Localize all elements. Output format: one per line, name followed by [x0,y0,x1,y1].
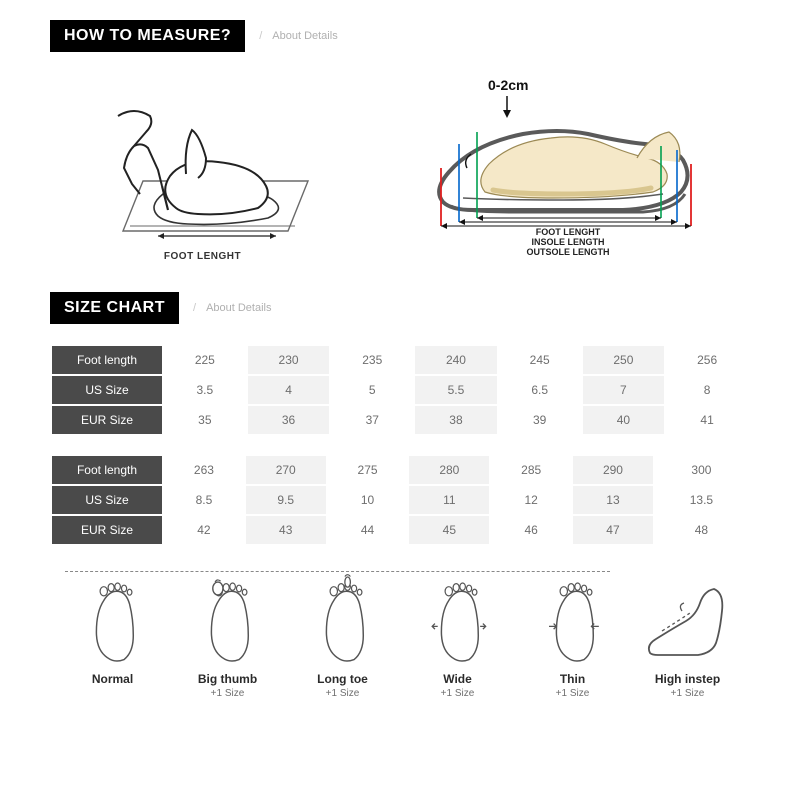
chart-sub-text: About Details [206,302,271,314]
foot-type-name: High instep [630,672,745,686]
slash-divider: / [259,30,262,42]
table-row: EUR Size35363738394041 [52,406,748,434]
size-cell: 256 [666,346,748,374]
size-cell: 35 [164,406,246,434]
size-cell: 13 [573,486,653,514]
size-cell: 48 [655,516,748,544]
foot-type-name: Long toe [285,672,400,686]
foot-type-item: Wide +1 Size [400,571,515,700]
size-cell: 12 [491,486,571,514]
row-header: Foot length [52,456,162,484]
chart-sub: / About Details [193,302,272,314]
size-cell: 39 [499,406,581,434]
size-cell: 8.5 [164,486,244,514]
slash-divider: / [193,302,196,314]
row-header: Foot length [52,346,162,374]
size-cell: 235 [331,346,413,374]
size-cell: 263 [164,456,244,484]
table-row: Foot length225230235240245250256 [52,346,748,374]
chart-title: SIZE CHART [50,292,179,324]
measure-sub-text: About Details [272,30,337,42]
size-cell: 7 [583,376,665,404]
size-cell: 5 [331,376,413,404]
foot-type-note: +1 Size [170,688,285,700]
foot-type-item: High instep +1 Size [630,571,745,700]
size-cell: 285 [491,456,571,484]
size-cell: 6.5 [499,376,581,404]
size-cell: 250 [583,346,665,374]
size-cell: 38 [415,406,497,434]
row-header: US Size [52,376,162,404]
size-cell: 290 [573,456,653,484]
foot-type-item: Long toe +1 Size [285,571,400,700]
size-table-1: Foot length225230235240245250256US Size3… [50,344,750,436]
size-cell: 36 [248,406,330,434]
size-cell: 46 [491,516,571,544]
row-header: EUR Size [52,406,162,434]
size-cell: 245 [499,346,581,374]
size-cell: 275 [328,456,408,484]
size-cell: 4 [248,376,330,404]
foot-type-item: Thin +1 Size [515,571,630,700]
shoe-svg: 0-2cm [393,72,713,257]
foot-type-note: +1 Size [285,688,400,700]
size-cell: 5.5 [415,376,497,404]
shoe-diagram: 0-2cm [393,72,713,262]
size-cell: 9.5 [246,486,326,514]
dashed-guideline [65,571,610,572]
table-row: Foot length263270275280285290300 [52,456,748,484]
size-cell: 47 [573,516,653,544]
gap-label: 0-2cm [488,77,528,93]
table-row: US Size8.59.51011121313.5 [52,486,748,514]
foot-type-name: Thin [515,672,630,686]
size-cell: 240 [415,346,497,374]
size-cell: 11 [409,486,489,514]
row-header: EUR Size [52,516,162,544]
size-cell: 42 [164,516,244,544]
measure-sub: / About Details [259,30,338,42]
size-cell: 10 [328,486,408,514]
size-table-2: Foot length263270275280285290300US Size8… [50,454,750,546]
foot-type-note: +1 Size [630,688,745,700]
size-cell: 280 [409,456,489,484]
size-cell: 3.5 [164,376,246,404]
svg-text:INSOLE LENGTH: INSOLE LENGTH [531,237,604,247]
size-cell: 44 [328,516,408,544]
foot-type-note: +1 Size [515,688,630,700]
size-cell: 40 [583,406,665,434]
svg-text:FOOT LENGHT: FOOT LENGHT [535,227,600,237]
measure-title: HOW TO MEASURE? [50,20,245,52]
table-row: EUR Size42434445464748 [52,516,748,544]
measure-header: HOW TO MEASURE? / About Details [50,20,750,52]
size-cell: 13.5 [655,486,748,514]
trace-diagram: FOOT LENGHT [88,76,318,262]
size-cell: 45 [409,516,489,544]
size-cell: 230 [248,346,330,374]
foot-type-name: Wide [400,672,515,686]
foot-type-item: Big thumb +1 Size [170,571,285,700]
chart-header: SIZE CHART / About Details [50,292,750,324]
size-cell: 225 [164,346,246,374]
foot-type-note: +1 Size [400,688,515,700]
foot-type-note [55,688,170,700]
size-cell: 270 [246,456,326,484]
measure-diagrams: FOOT LENGHT 0-2cm [50,72,750,262]
foot-type-name: Normal [55,672,170,686]
size-cell: 41 [666,406,748,434]
trace-label: FOOT LENGHT [88,251,318,262]
size-cell: 43 [246,516,326,544]
size-cell: 37 [331,406,413,434]
foot-types-row: Normal Big thumb+1 Size Long toe+1 Size … [50,571,750,700]
foot-type-item: Normal [55,571,170,700]
row-header: US Size [52,486,162,514]
size-cell: 300 [655,456,748,484]
trace-svg [88,76,318,246]
foot-type-name: Big thumb [170,672,285,686]
svg-text:OUTSOLE LENGTH: OUTSOLE LENGTH [526,247,609,257]
table-row: US Size3.5455.56.578 [52,376,748,404]
size-cell: 8 [666,376,748,404]
